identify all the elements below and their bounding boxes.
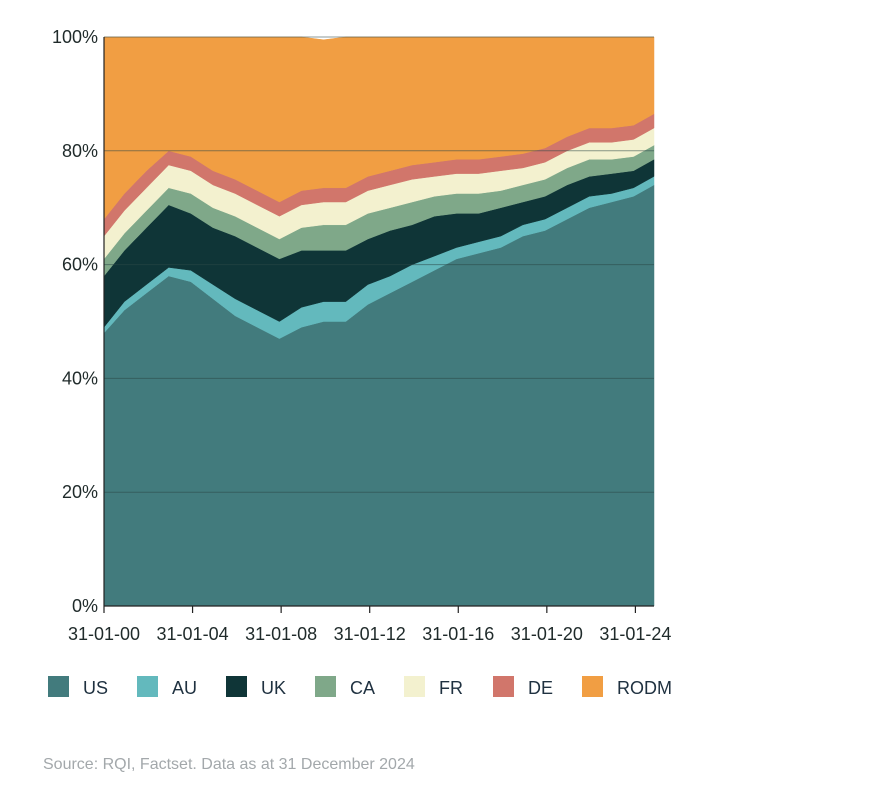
stacked-area-chart: 0%20%40%60%80%100% 31-01-00 31-01-04 31-01… (48, 27, 672, 698)
x-tick-label: 31-01-20 (511, 624, 583, 644)
x-tick-label: 31-01-24 (599, 624, 671, 644)
legend-swatch-ca (315, 676, 336, 697)
area-layers (103, 36, 655, 607)
legend-swatch-uk (226, 676, 247, 697)
source-note: Source: RQI, Factset. Data as at 31 Dece… (43, 756, 415, 773)
y-tick-label: 100% (52, 27, 98, 47)
y-tick-label: 20% (62, 482, 98, 502)
legend-label-ca: CA (350, 678, 375, 698)
x-tick-label: 31-01-12 (334, 624, 406, 644)
legend-swatch-de (493, 676, 514, 697)
x-tick-label: 31-01-08 (245, 624, 317, 644)
legend-label-rodm: RODM (617, 678, 672, 698)
y-tick-label: 60% (62, 255, 98, 275)
legend-label-us: US (83, 678, 108, 698)
legend-swatch-fr (404, 676, 425, 697)
legend-swatch-au (137, 676, 158, 697)
legend: US AU UK CA FR DE RODM (48, 676, 672, 698)
legend-label-uk: UK (261, 678, 286, 698)
grid-lines (104, 36, 654, 493)
legend-label-au: AU (172, 678, 197, 698)
y-tick-label: 0% (72, 596, 98, 616)
legend-label-fr: FR (439, 678, 463, 698)
y-tick-label: 80% (62, 141, 98, 161)
axes (103, 37, 654, 607)
legend-swatch-rodm (582, 676, 603, 697)
y-tick-label: 40% (62, 368, 98, 388)
y-tick-labels: 0% 20% 40% 60% 80% 100% (52, 27, 98, 616)
x-tick-label: 31-01-00 (68, 624, 140, 644)
x-tick-labels: 31-01-00 31-01-04 31-01-08 31-01-12 31-01-16… (68, 606, 671, 644)
legend-label-de: DE (528, 678, 553, 698)
x-tick-label: 31-01-04 (157, 624, 229, 644)
x-tick-label: 31-01-16 (422, 624, 494, 644)
legend-swatch-us (48, 676, 69, 697)
